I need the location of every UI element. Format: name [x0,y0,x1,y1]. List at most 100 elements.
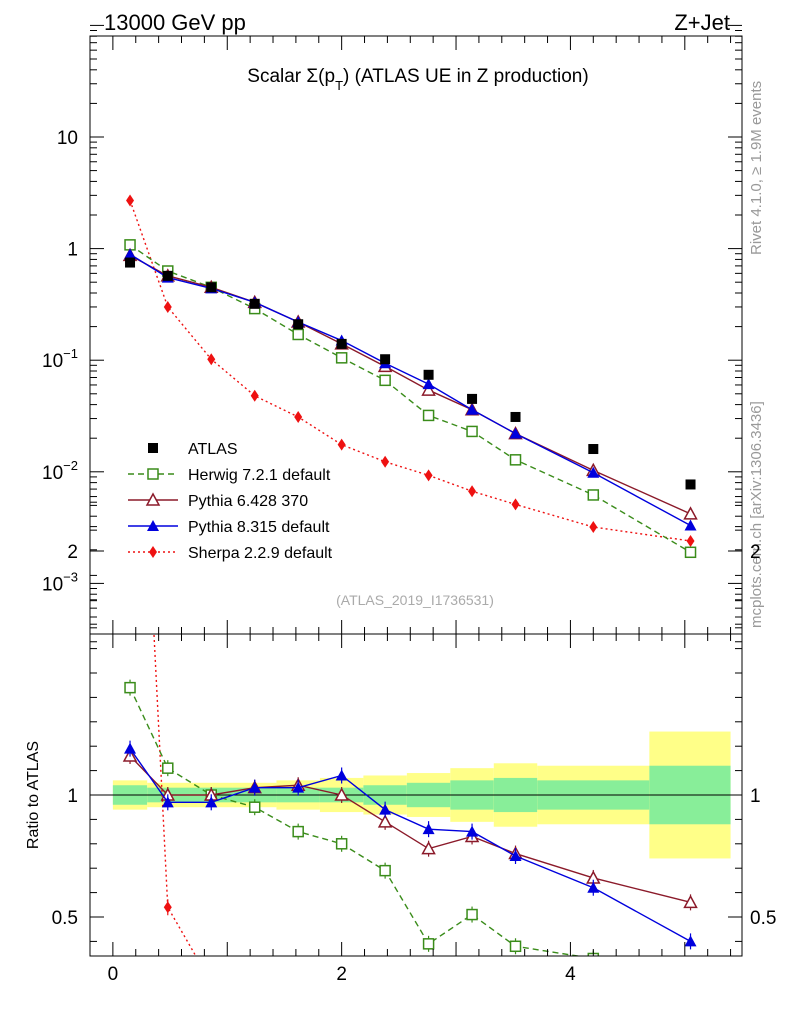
ratio-point-pythia-8-315-default [292,781,305,793]
main-point-pythia-8-315-default [509,427,522,439]
main-line-sherpa-2-2-9-default [129,200,691,542]
ratio-point-pythia-6-428-370 [377,814,393,828]
main-point-herwig-7-2-1-default [509,454,522,466]
main-point-pythia-8-315-default [684,519,697,531]
main-point-pythia-8-315-default [587,466,600,478]
main-point-sherpa-2-2-9-default [589,521,598,534]
main-point-atlas [125,257,136,268]
main-ytick-label-base: 1 [67,240,78,261]
main-point-sherpa-2-2-9-default [163,300,172,313]
ratio-ylabel: Ratio to ATLAS [25,741,42,849]
main-point-atlas [510,411,521,422]
main-ytick-label-exp: −2 [63,458,78,473]
main-ytick-label: 10−1 [42,346,78,372]
main-point-atlas [249,298,260,309]
ratio-point-pythia-8-315-default [379,803,392,815]
main-point-pythia-6-428-370 [421,382,436,396]
main-point-herwig-7-2-1-default [379,374,391,387]
legend-label-sherpa-2-2-9-default: Sherpa 2.2.9 default [188,545,333,562]
mcplots-label: mcplots.cern.ch [arXiv:1306.3436] [748,401,765,628]
main-point-sherpa-2-2-9-default [686,534,695,547]
ratio-point-sherpa-2-2-9-default [207,977,215,989]
ratio-point-herwig-7-2-1-default [124,681,136,694]
main-point-sherpa-2-2-9-default [424,469,433,482]
ratio-ytick-label-left: 0.5 [52,908,78,929]
main-line-herwig-7-2-1-default [129,244,691,553]
ratio-point-sherpa-2-2-9-default [126,155,134,167]
ratio-point-herwig-7-2-1-default [292,825,304,838]
ratio-point-herwig-7-2-1-default [162,762,174,774]
ratio-point-pythia-8-315-default [587,881,600,893]
ratio-point-pythia-6-428-370 [421,841,436,855]
main-point-herwig-7-2-1-default [292,328,304,341]
main-ytick-label-base: 10 [42,574,63,595]
main-point-atlas [380,354,391,365]
ratio-xtick-label: 2 [336,964,347,985]
main-point-atlas [293,319,304,330]
main-point-sherpa-2-2-9-default [250,389,259,402]
legend-marker-herwig-7-2-1-default [147,468,159,480]
legend-marker-sherpa-2-2-9-default [149,546,157,558]
ratio-point-herwig-7-2-1-default [379,864,391,877]
ratio-point-herwig-7-2-1-default [466,908,478,921]
legend-marker-atlas [148,443,158,453]
ratio-ytick-label-left: 2 [67,542,78,563]
main-point-herwig-7-2-1-default [466,425,478,438]
legend-marker-pythia-6-428-370 [145,492,161,506]
main-point-sherpa-2-2-9-default [207,353,216,366]
ratio-xtick-label: 0 [108,964,119,985]
main-ytick-label: 1 [67,240,78,261]
legend-label-herwig-7-2-1-default: Herwig 7.2.1 default [188,467,331,484]
main-ytick-label-exp: −1 [63,346,78,361]
ratio-panel: 0.5 0.5 1 1 2 2 0 2 4 [52,155,776,989]
main-ytick-label-base: 10 [42,351,63,372]
ratio-point-pythia-8-315-default [161,796,174,808]
main-title-sub: T [335,78,343,93]
main-ytick-label-exp: −3 [63,569,78,584]
main-point-herwig-7-2-1-default [587,489,600,501]
main-point-atlas [685,479,696,490]
main-line-pythia-8-315-default [129,253,691,527]
ratio-line-pythia-8-315-default [129,748,691,943]
ratio-point-herwig-7-2-1-default [422,938,435,950]
ratio-point-herwig-7-2-1-default [335,838,348,850]
main-ytick-label: 10 [57,128,78,149]
main-point-sherpa-2-2-9-default [511,498,520,511]
header-right: Z+Jet [674,10,730,35]
ratio-point-pythia-8-315-default [248,781,261,793]
ratio-point-pythia-8-315-default [205,796,218,808]
ratio-point-sherpa-2-2-9-default [163,901,172,914]
ratio-point-pythia-8-315-default [466,825,479,837]
main-point-pythia-8-315-default [422,378,435,390]
ratio-line-pythia-6-428-370 [129,755,691,904]
legend-label-pythia-8-315-default: Pythia 8.315 default [188,519,330,536]
main-title: Scalar Σ(pT) (ATLAS UE in Z production) [247,66,588,93]
ratio-point-pythia-6-428-370 [683,894,698,909]
ratio-content [90,155,742,989]
analysis-label: (ATLAS_2019_I1736531) [336,592,494,608]
ratio-point-pythia-8-315-default [509,850,522,861]
ratio-xtick-label: 4 [565,964,576,985]
main-point-pythia-6-428-370 [683,506,698,520]
main-point-sherpa-2-2-9-default [337,438,346,451]
ratio-point-herwig-7-2-1-default [248,801,261,813]
header-left: 13000 GeV pp [104,10,246,35]
main-point-atlas [336,338,347,349]
ratio-ytick-label-right: 1 [750,786,761,807]
main-point-atlas [588,444,599,455]
legend-label-pythia-6-428-370: Pythia 6.428 370 [188,493,308,510]
main-ytick-label-base: 10 [57,128,78,149]
ratio-ytick-label-right: 0.5 [750,908,776,929]
ratio-point-herwig-7-2-1-default [509,940,522,953]
ratio-point-pythia-8-315-default [124,742,137,754]
ratio-ytick-label-right: 2 [750,542,761,563]
main-title-rest: ) (ATLAS UE in Z production) [343,66,589,87]
ratio-point-pythia-8-315-default [335,769,348,781]
ratio-point-pythia-6-428-370 [334,787,349,801]
legend-label-atlas: ATLAS [188,441,238,458]
main-ytick-label: 10−2 [42,458,78,484]
main-point-herwig-7-2-1-default [335,352,348,364]
main-ytick-label: 10−3 [42,569,78,595]
